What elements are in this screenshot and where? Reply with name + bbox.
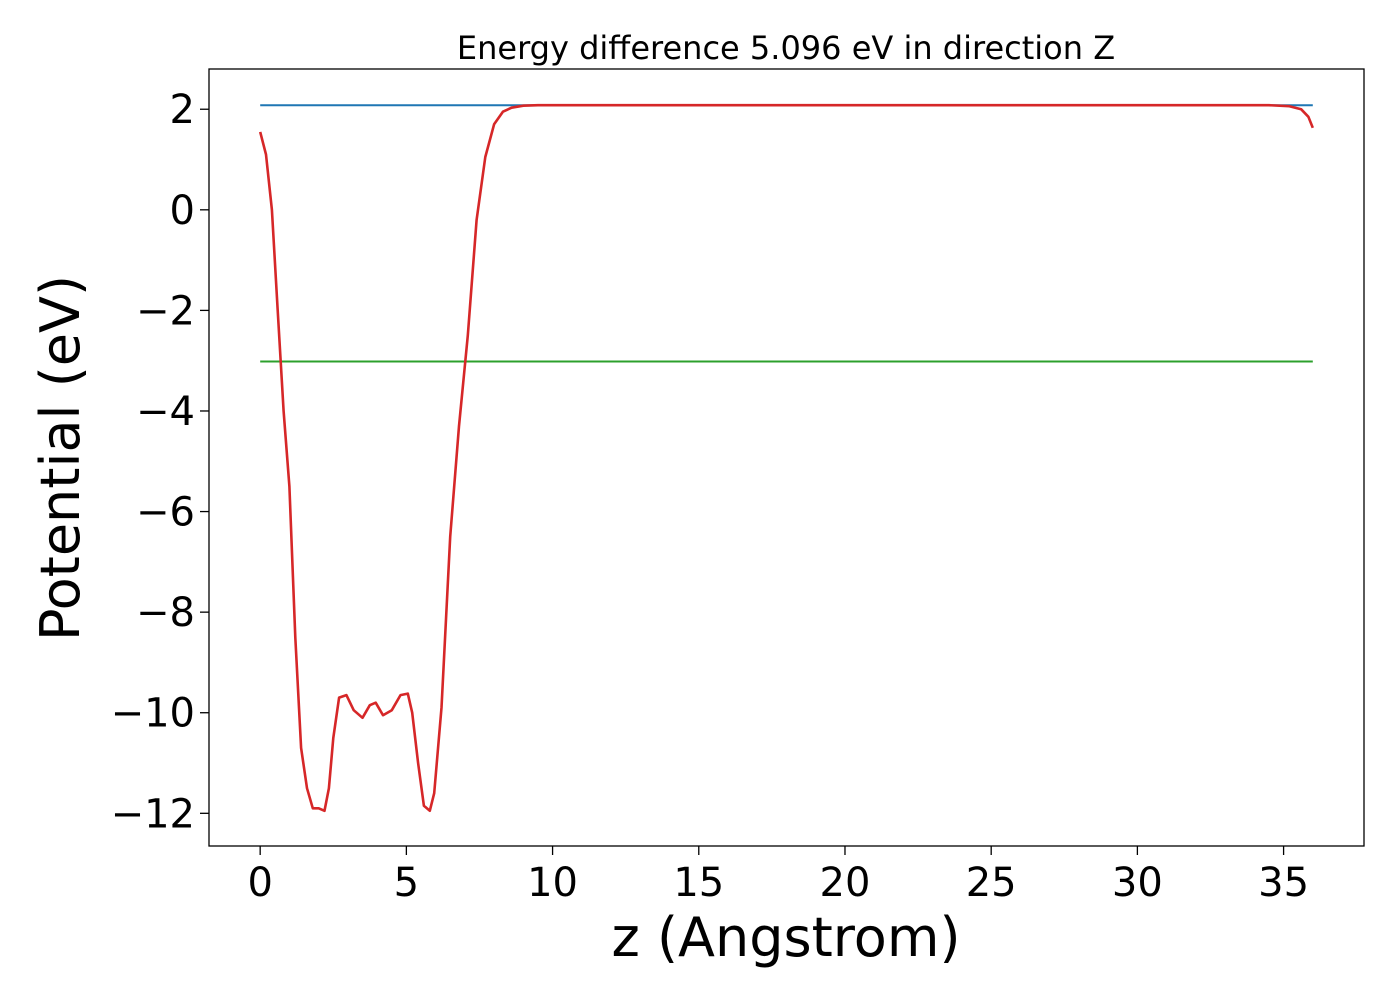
axes-frame [208,68,1365,847]
x-tick-label: 30 [1112,860,1163,906]
y-tick-label: 0 [170,188,195,234]
x-tick-label: 35 [1258,860,1309,906]
x-tick-label: 10 [527,860,578,906]
y-axis-ticks: 2 0 −2 −4 −6 −8 −10 −12 [111,87,209,837]
x-axis-label: z (Angstrom) [611,906,960,969]
y-axis-label: Potential (eV) [29,275,92,641]
y-tick-label: −8 [136,590,195,636]
x-tick-label: 15 [673,860,724,906]
y-tick-label: −10 [111,691,195,737]
series-line-3 [258,103,1315,813]
x-axis-ticks: 0 5 10 15 20 25 30 35 [247,846,1309,906]
y-tick-label: 2 [170,87,195,133]
y-tick-label: −2 [136,288,195,334]
x-tick-label: 0 [247,860,272,906]
x-tick-label: 20 [820,860,871,906]
chart-title: Energy difference 5.096 eV in direction … [457,29,1115,67]
y-tick-label: −12 [111,791,195,837]
x-tick-label: 25 [966,860,1017,906]
series-layer [258,103,1315,813]
y-tick-label: −4 [136,389,195,435]
x-tick-label: 5 [394,860,419,906]
y-tick-label: −6 [136,490,195,536]
